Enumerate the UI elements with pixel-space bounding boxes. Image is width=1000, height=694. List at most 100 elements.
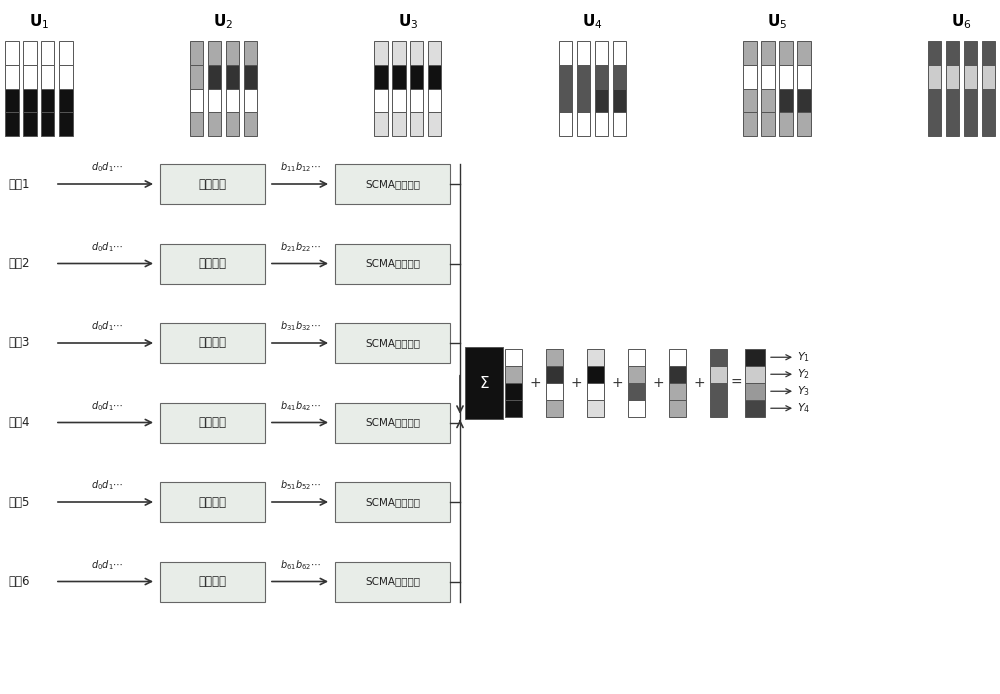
Text: 信道编码: 信道编码 — [198, 337, 226, 350]
Bar — [612, 112, 626, 136]
Bar — [335, 482, 450, 522]
Bar — [410, 89, 423, 112]
Bar — [335, 403, 450, 443]
Bar — [23, 89, 36, 112]
Bar — [576, 89, 590, 112]
Bar — [594, 112, 608, 136]
Text: +: + — [570, 375, 582, 390]
Bar — [797, 65, 811, 89]
Bar — [761, 112, 774, 136]
Text: SCMA码本映射: SCMA码本映射 — [365, 418, 420, 428]
Bar — [669, 366, 686, 383]
Bar — [576, 65, 590, 89]
Bar — [23, 112, 36, 136]
Bar — [745, 366, 765, 383]
Bar — [743, 65, 757, 89]
Bar — [982, 41, 995, 65]
Bar — [587, 383, 604, 400]
Bar — [946, 112, 959, 136]
Bar — [558, 41, 572, 65]
Text: 用户2: 用户2 — [8, 257, 30, 270]
Bar — [669, 400, 686, 417]
Bar — [226, 41, 239, 65]
Bar — [190, 112, 203, 136]
Bar — [576, 41, 590, 65]
Bar — [374, 112, 388, 136]
Bar — [23, 65, 36, 89]
Text: $b_{21}b_{22}\cdots$: $b_{21}b_{22}\cdots$ — [280, 239, 320, 253]
Text: $d_0d_1\cdots$: $d_0d_1\cdots$ — [91, 319, 124, 333]
Bar — [558, 112, 572, 136]
Text: $Y_3$: $Y_3$ — [797, 384, 810, 398]
Text: $b_{41}b_{42}\cdots$: $b_{41}b_{42}\cdots$ — [280, 398, 320, 412]
Bar — [190, 89, 203, 112]
Bar — [41, 65, 54, 89]
Bar — [5, 89, 18, 112]
Bar — [628, 349, 645, 366]
Bar — [612, 65, 626, 89]
Text: SCMA码本映射: SCMA码本映射 — [365, 338, 420, 348]
Bar — [392, 89, 406, 112]
Bar — [59, 89, 72, 112]
Bar — [594, 41, 608, 65]
Bar — [208, 89, 221, 112]
Bar — [928, 112, 941, 136]
Bar — [505, 383, 522, 400]
Bar — [797, 41, 811, 65]
Bar — [558, 89, 572, 112]
Bar — [428, 89, 441, 112]
Bar — [160, 323, 265, 363]
Text: 信道编码: 信道编码 — [198, 257, 226, 270]
Text: 信道编码: 信道编码 — [198, 178, 226, 190]
Text: $d_0d_1\cdots$: $d_0d_1\cdots$ — [91, 239, 124, 253]
Bar — [335, 164, 450, 204]
Bar — [669, 383, 686, 400]
Bar — [428, 65, 441, 89]
Text: $d_0d_1\cdots$: $d_0d_1\cdots$ — [91, 398, 124, 412]
Text: 信道编码: 信道编码 — [198, 416, 226, 429]
Bar — [710, 366, 727, 383]
Bar — [946, 41, 959, 65]
Text: $b_{31}b_{32}\cdots$: $b_{31}b_{32}\cdots$ — [280, 319, 320, 333]
Bar — [779, 89, 792, 112]
Bar — [743, 41, 757, 65]
Bar — [505, 400, 522, 417]
Bar — [465, 347, 503, 418]
Bar — [745, 349, 765, 366]
Bar — [410, 41, 423, 65]
Bar — [546, 349, 563, 366]
Bar — [244, 112, 257, 136]
Bar — [59, 112, 72, 136]
Bar — [208, 65, 221, 89]
Bar — [761, 65, 774, 89]
Bar — [964, 112, 977, 136]
Bar — [335, 244, 450, 284]
Bar — [546, 400, 563, 417]
Bar — [41, 89, 54, 112]
Text: 信道编码: 信道编码 — [198, 496, 226, 509]
Bar — [779, 41, 792, 65]
Bar — [23, 41, 36, 65]
Text: =: = — [730, 375, 742, 390]
Bar — [190, 41, 203, 65]
Bar — [226, 65, 239, 89]
Bar — [928, 65, 941, 89]
Bar — [374, 89, 388, 112]
Bar — [505, 349, 522, 366]
Bar — [392, 112, 406, 136]
Bar — [946, 89, 959, 112]
Bar — [587, 349, 604, 366]
Bar — [226, 112, 239, 136]
Text: +: + — [652, 375, 664, 390]
Text: 信道编码: 信道编码 — [198, 575, 226, 588]
Bar — [335, 561, 450, 602]
Bar — [244, 65, 257, 89]
Bar — [410, 112, 423, 136]
Bar — [761, 89, 774, 112]
Text: SCMA码本映射: SCMA码本映射 — [365, 577, 420, 586]
Bar — [928, 41, 941, 65]
Bar — [392, 65, 406, 89]
Bar — [5, 65, 18, 89]
Bar — [743, 89, 757, 112]
Bar — [669, 349, 686, 366]
